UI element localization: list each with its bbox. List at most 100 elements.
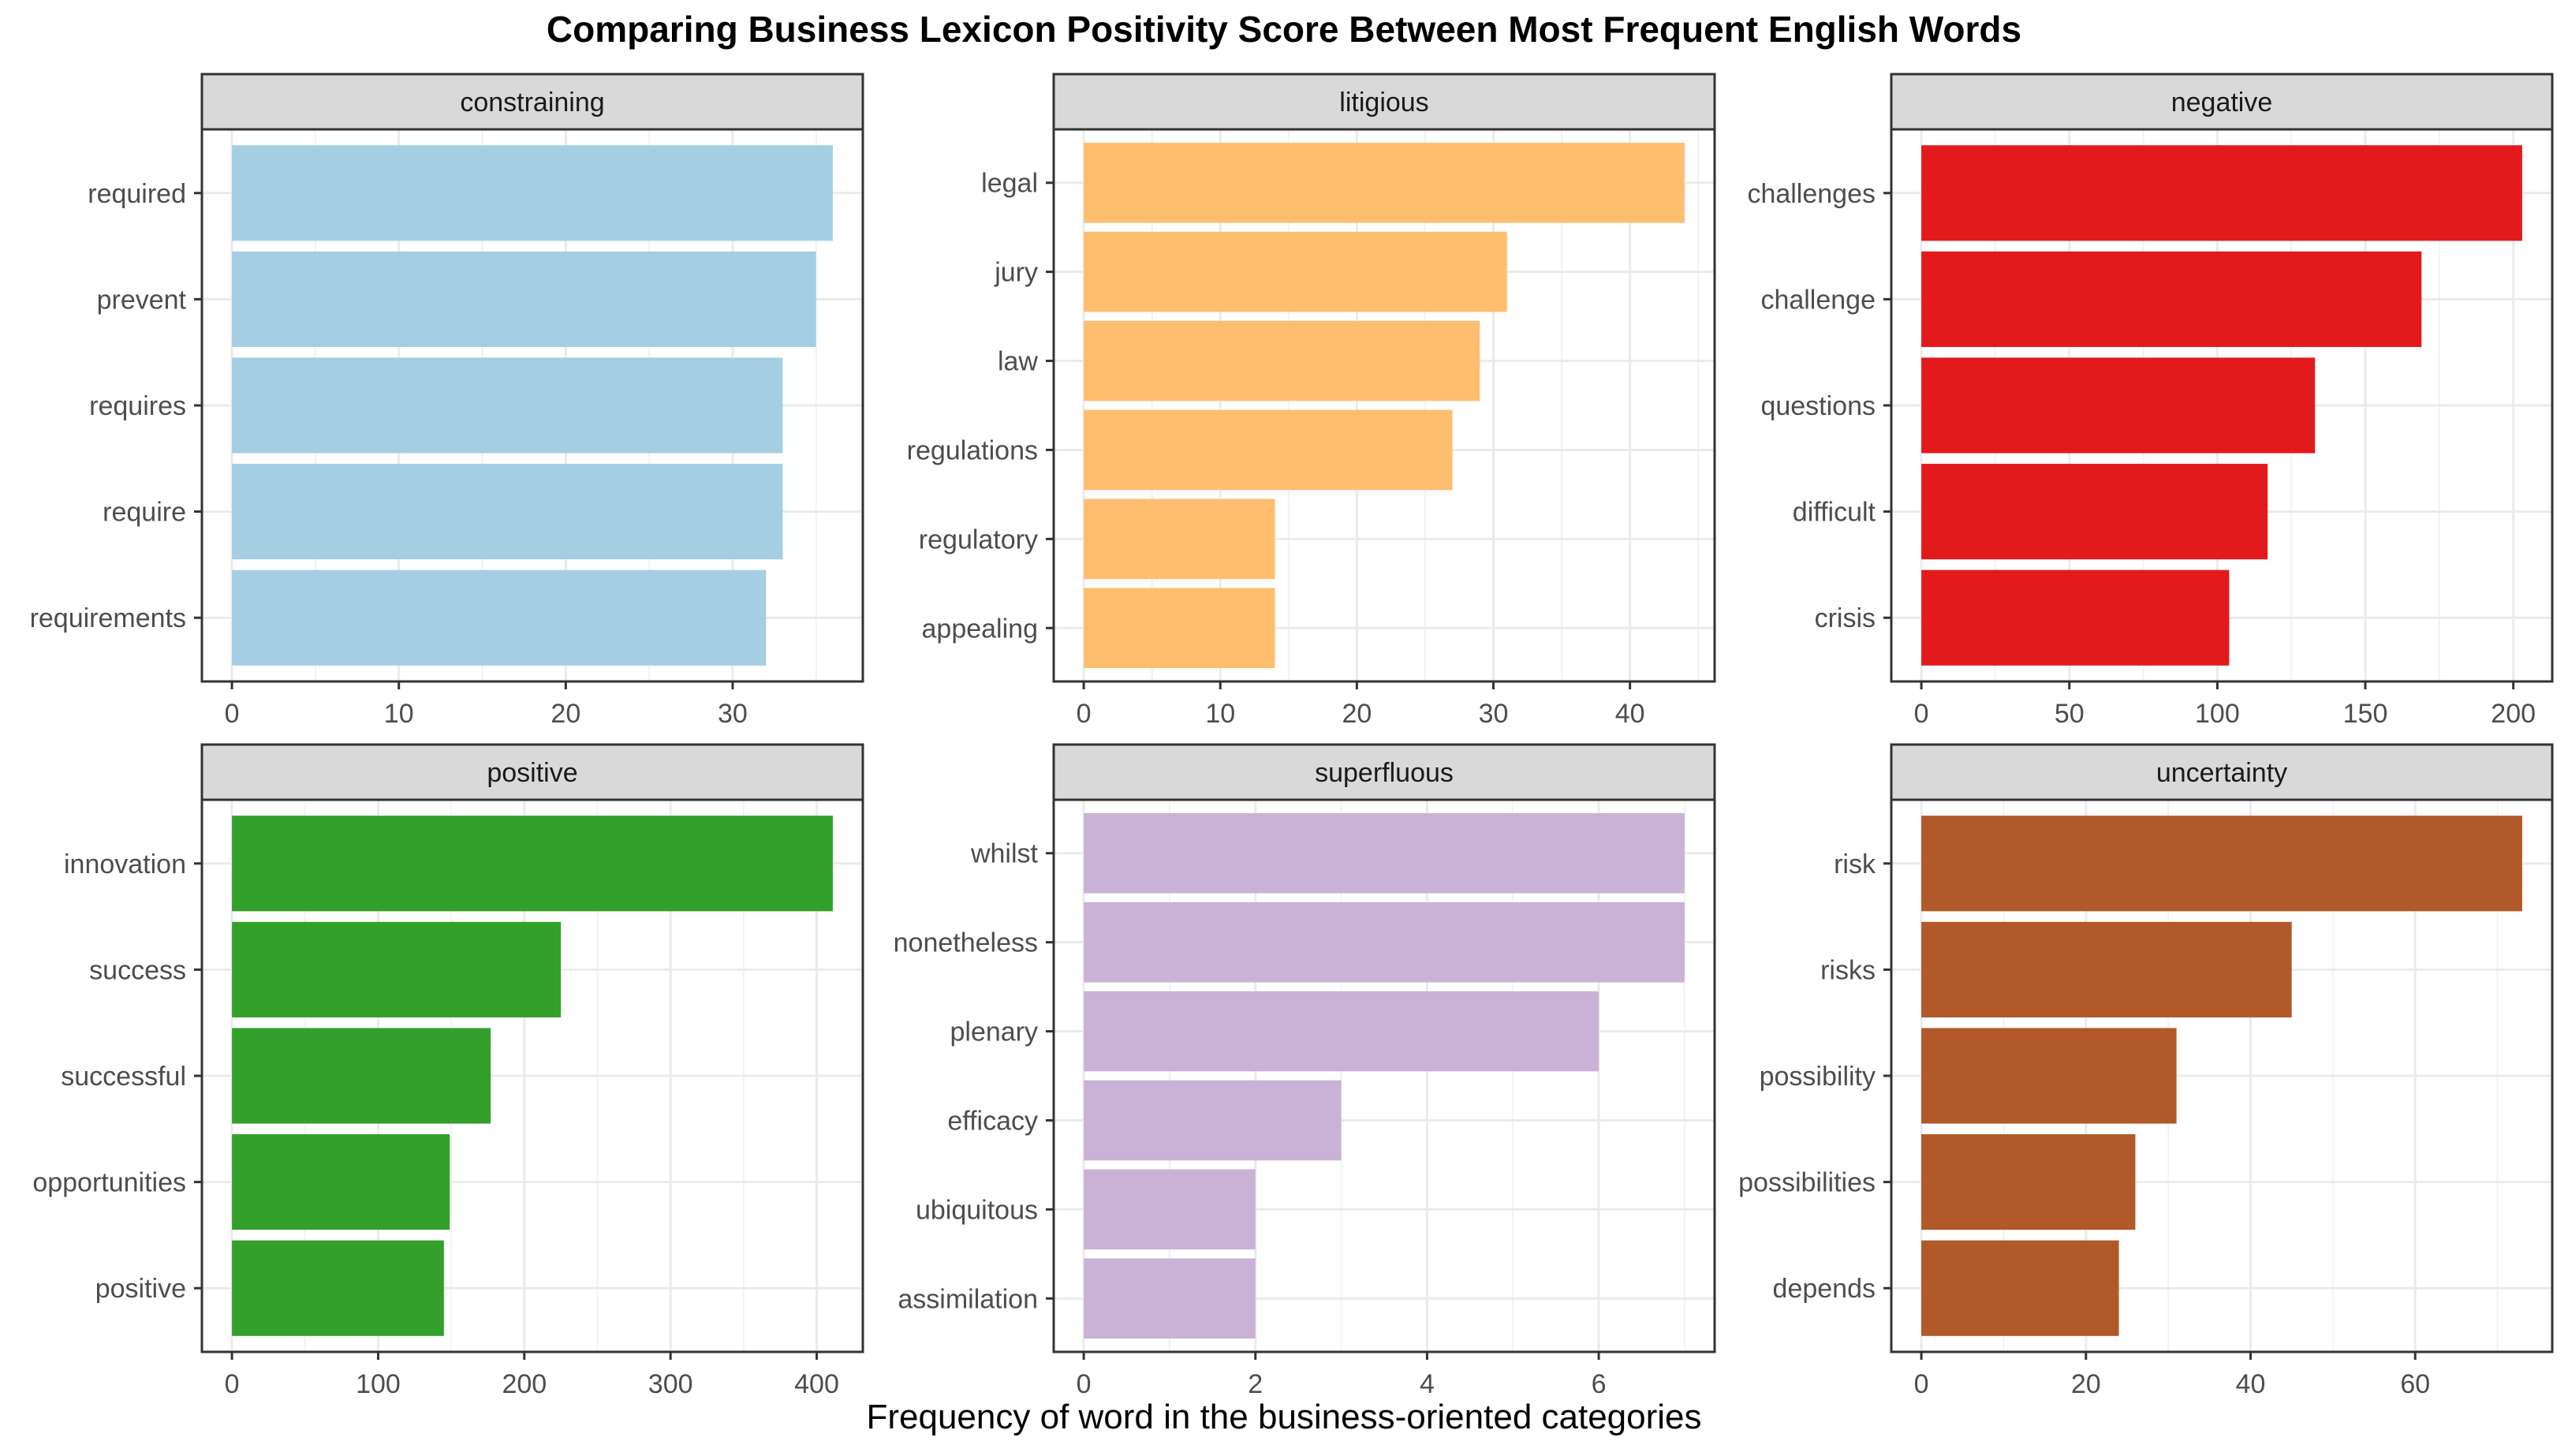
y-tick-label-challenge: challenge	[1760, 285, 1876, 315]
y-tick-label-successful: successful	[61, 1062, 186, 1092]
panel-negative: negative challenges challenge questions diff…	[1747, 73, 2554, 729]
panel-border-constraining	[200, 128, 864, 683]
bar-litigious-regulations	[1084, 409, 1453, 491]
bar-constraining-requirements	[232, 569, 767, 666]
x-tick-label: 0	[1077, 699, 1092, 729]
x-tick-label: 100	[2195, 699, 2240, 729]
y-tick-label-nonetheless: nonetheless	[894, 928, 1038, 958]
bar-negative-difficult	[1921, 464, 2268, 560]
bar-uncertainty-risks	[1921, 921, 2292, 1017]
panel-border-uncertainty	[1890, 798, 2554, 1353]
y-tick-label-requirements: requirements	[30, 603, 186, 633]
y-tick-label-difficult: difficult	[1793, 498, 1876, 528]
bar-superfluous-efficacy	[1084, 1080, 1342, 1161]
chart-title: Comparing Business Lexicon Positivity Sc…	[546, 9, 2022, 50]
strip-negative	[1890, 73, 2554, 131]
x-tick-label: 6	[1592, 1369, 1607, 1399]
bar-positive-innovation	[232, 816, 833, 912]
bar-uncertainty-possibilities	[1921, 1134, 2136, 1230]
bar-negative-crisis	[1921, 569, 2230, 666]
bar-positive-opportunities	[232, 1134, 450, 1230]
x-tick-label: 0	[225, 1369, 240, 1399]
bar-negative-questions	[1921, 357, 2316, 454]
y-tick-label-requires: requires	[89, 391, 186, 421]
bar-litigious-legal	[1084, 142, 1685, 223]
strip-label-uncertainty: uncertainty	[2156, 758, 2287, 788]
strip-uncertainty	[1890, 743, 2554, 801]
bar-litigious-appealing	[1084, 588, 1275, 669]
y-tick-label-plenary: plenary	[950, 1017, 1038, 1047]
x-axis-title: Frequency of word in the business-orient…	[866, 1398, 1702, 1436]
y-tick-label-whilst: whilst	[970, 839, 1039, 869]
y-tick-label-jury: jury	[994, 258, 1038, 288]
y-tick-label-depends: depends	[1773, 1274, 1876, 1304]
x-tick-label: 10	[1205, 699, 1235, 729]
y-tick-label-challenges: challenges	[1747, 179, 1876, 209]
strip-constraining	[200, 73, 864, 131]
y-tick-label-regulatory: regulatory	[919, 525, 1038, 554]
y-tick-label-required: required	[88, 179, 186, 209]
bar-positive-successful	[232, 1028, 491, 1124]
x-tick-label: 200	[2491, 699, 2536, 729]
x-tick-label: 50	[2055, 699, 2085, 729]
x-tick-label: 40	[2236, 1369, 2266, 1399]
x-tick-label: 2	[1248, 1369, 1263, 1399]
panel-border-litigious	[1052, 128, 1716, 683]
bar-superfluous-assimilation	[1084, 1258, 1256, 1339]
y-tick-label-efficacy: efficacy	[947, 1106, 1038, 1136]
x-tick-label: 20	[2071, 1369, 2101, 1399]
x-tick-label: 30	[1479, 699, 1509, 729]
y-tick-label-law: law	[998, 347, 1038, 377]
bar-constraining-prevent	[232, 251, 816, 347]
x-tick-label: 400	[794, 1369, 839, 1399]
bar-superfluous-nonetheless	[1084, 902, 1685, 983]
x-tick-label: 60	[2400, 1369, 2430, 1399]
bar-constraining-require	[232, 464, 783, 560]
y-tick-label-assimilation: assimilation	[898, 1284, 1038, 1314]
y-tick-label-positive: positive	[95, 1274, 186, 1304]
panel-superfluous: superfluous whilst nonetheless plenary effic…	[894, 743, 1716, 1399]
y-tick-label-prevent: prevent	[97, 285, 187, 315]
x-tick-label: 100	[356, 1369, 401, 1399]
panel-uncertainty: uncertainty risk risks possibility possibili…	[1738, 743, 2554, 1399]
strip-label-superfluous: superfluous	[1315, 758, 1454, 788]
y-tick-label-risk: risk	[1834, 849, 1876, 879]
x-tick-label: 0	[1914, 1369, 1929, 1399]
bar-superfluous-plenary	[1084, 991, 1599, 1072]
bar-superfluous-ubiquitous	[1084, 1169, 1256, 1250]
bar-positive-success	[232, 921, 562, 1017]
strip-label-constraining: constraining	[460, 88, 604, 118]
y-tick-label-require: require	[103, 498, 186, 528]
y-tick-label-success: success	[89, 955, 186, 985]
y-tick-label-ubiquitous: ubiquitous	[916, 1195, 1038, 1225]
bar-uncertainty-possibility	[1921, 1028, 2177, 1124]
strip-label-positive: positive	[487, 758, 577, 788]
x-tick-label: 200	[502, 1369, 547, 1399]
panel-border-negative	[1890, 128, 2554, 683]
bar-superfluous-whilst	[1084, 812, 1685, 894]
bar-negative-challenge	[1921, 251, 2422, 347]
bar-constraining-required	[232, 145, 833, 241]
x-tick-label: 4	[1420, 1369, 1435, 1399]
bar-negative-challenges	[1921, 145, 2522, 241]
panel-constraining: constraining required prevent requires requi…	[30, 73, 864, 729]
bar-uncertainty-risk	[1921, 816, 2522, 912]
x-tick-label: 20	[551, 699, 580, 729]
x-tick-label: 0	[1914, 699, 1929, 729]
y-tick-label-legal: legal	[981, 169, 1038, 199]
panel-border-positive	[200, 798, 864, 1353]
bar-litigious-regulatory	[1084, 498, 1275, 580]
y-tick-label-possibilities: possibilities	[1738, 1168, 1876, 1198]
bar-litigious-jury	[1084, 231, 1507, 312]
strip-superfluous	[1052, 743, 1716, 801]
y-tick-label-questions: questions	[1760, 391, 1876, 421]
x-tick-label: 30	[718, 699, 748, 729]
strip-positive	[200, 743, 864, 801]
y-tick-label-possibility: possibility	[1760, 1062, 1876, 1092]
bar-positive-positive	[232, 1240, 444, 1336]
y-tick-label-regulations: regulations	[907, 435, 1038, 465]
y-tick-label-crisis: crisis	[1815, 603, 1876, 633]
y-tick-label-innovation: innovation	[64, 849, 186, 879]
x-tick-label: 300	[648, 1369, 693, 1399]
